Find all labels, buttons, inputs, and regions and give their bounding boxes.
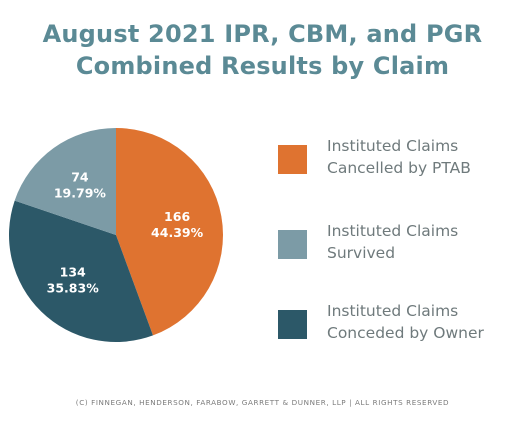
slice-percent-label-cancelled: 44.39% [151,225,204,240]
pie-slice-conceded [8,200,153,342]
legend-label-conceded-line-2: Conceded by Owner [327,324,484,342]
legend-swatch-conceded [278,310,307,339]
slice-value-label-survived: 74 [71,170,89,185]
slice-value-label-conceded: 134 [60,264,86,279]
pie-slice-survived [14,128,116,235]
legend-label-cancelled-line-2: Cancelled by PTAB [327,159,471,177]
slice-value-label-cancelled: 166 [164,209,190,224]
legend-swatch-survived [278,230,307,259]
legend-label-survived-line-2: Survived [327,244,396,262]
legend-label-cancelled-line-1: Instituted Claims [327,137,459,155]
legend-label-cancelled: Instituted Claims Cancelled by PTAB [327,135,471,179]
chart-title: August 2021 IPR, CBM, and PGR Combined R… [0,18,525,82]
legend-label-conceded: Instituted Claims Conceded by Owner [327,300,484,344]
legend-swatch-cancelled [278,145,307,174]
chart-title-line-2: Combined Results by Claim [75,52,450,80]
pie-slice-cancelled [116,128,223,336]
legend-label-survived-line-1: Instituted Claims [327,222,459,240]
slice-percent-label-survived: 19.79% [54,186,107,201]
copyright-footer: (C) FINNEGAN, HENDERSON, FARABOW, GARRET… [75,398,450,407]
chart-title-line-1: August 2021 IPR, CBM, and PGR [42,20,483,48]
legend-label-survived: Instituted Claims Survived [327,220,458,264]
slice-percent-label-conceded: 35.83% [47,280,100,295]
legend-label-conceded-line-1: Instituted Claims [327,302,459,320]
